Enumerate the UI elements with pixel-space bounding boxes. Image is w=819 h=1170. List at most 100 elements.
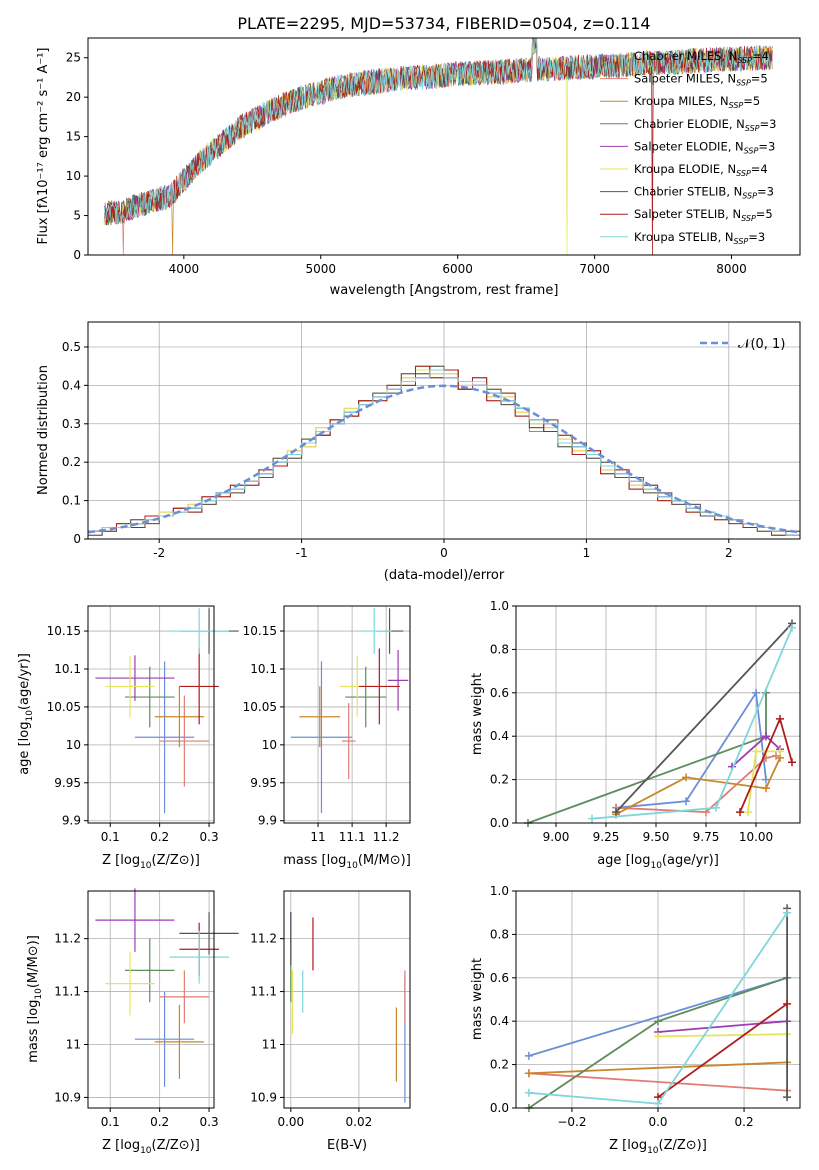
- y-tick-label: 10.05: [243, 700, 277, 714]
- plus-marker: [783, 999, 792, 1008]
- y-tick-label: 0.4: [490, 1014, 509, 1028]
- residuals-panel: -2 -1 0 1 2 0 0.1 0.2 0.3 0.4 0.5 𝒩(0, 1) (data-mo…: [36, 321, 801, 583]
- x-tick-label: 11.1: [339, 830, 366, 844]
- mass-vs-z-frame: [87, 890, 215, 1109]
- legend-label: Kroupa STELIB, NSSP=3: [634, 230, 765, 246]
- residuals-ylabel: Normed distribution: [36, 365, 51, 495]
- plus-marker: [752, 747, 760, 756]
- y-tick-label: 1.0: [490, 884, 509, 898]
- legend-label: Salpeter STELIB, NSSP=5: [634, 207, 773, 223]
- x-tick-label: 0.00: [277, 1115, 304, 1129]
- x-tick-label: 0.02: [346, 1115, 373, 1129]
- plus-marker: [612, 808, 620, 817]
- x-tick-label: 7000: [579, 262, 610, 276]
- plus-marker: [783, 908, 792, 917]
- y-tick-label: 10.15: [243, 624, 277, 638]
- plus-marker: [762, 784, 770, 793]
- plus-marker: [654, 1032, 662, 1041]
- x-tick-label: 8000: [716, 262, 747, 276]
- mass-vs-ebv-frame: [283, 890, 411, 1109]
- y-tick-label: 0: [73, 532, 81, 546]
- plus-marker: [783, 1093, 792, 1102]
- legend-label: Chabrier ELODIE, NSSP=3: [634, 117, 776, 133]
- y-tick-label: 11: [66, 1037, 81, 1051]
- spectrum-legend: Chabrier MILES, NSSP=4 Salpeter MILES, NS…: [600, 49, 776, 246]
- spectrum-panel: 4000 5000 6000 7000 8000 0 5 10 15 20 25 Chabrier …: [36, 37, 801, 298]
- residual-histogram: [87, 365, 801, 539]
- age-vs-z-panel: 0.1 0.2 0.3 9.9 9.95 10 10.05 10.1 10.15 Z [log1…: [17, 605, 239, 871]
- mass-weight-vs-z-ylabel: mass weight: [470, 958, 485, 1040]
- y-tick-label: 11.2: [54, 932, 81, 946]
- gaussian-legend-label: 𝒩(0, 1): [738, 337, 785, 352]
- y-tick-label: 0.6: [490, 686, 509, 700]
- legend-label: Salpeter ELODIE, NSSP=3: [634, 139, 775, 155]
- y-tick-label: 15: [66, 130, 81, 144]
- x-tick-label: 0.3: [200, 830, 219, 844]
- plus-marker: [762, 732, 770, 741]
- y-tick-label: 10.1: [54, 662, 81, 676]
- age-vs-mass-frame: [283, 605, 411, 824]
- age-vs-z-xlabel: Z [log10(Z/Z⊙)]: [102, 853, 200, 871]
- spectrum-series-line: [104, 37, 773, 256]
- mass-weight-series-line: [657, 1003, 788, 1098]
- x-tick-label: 0.2: [150, 830, 169, 844]
- y-tick-label: 10.05: [47, 700, 81, 714]
- x-tick-label: 2: [725, 546, 733, 560]
- x-tick-label: 5000: [305, 262, 336, 276]
- plus-marker: [682, 773, 690, 782]
- y-tick-label: 0.3: [62, 417, 81, 431]
- y-tick-label: 25: [66, 51, 81, 65]
- y-tick-label: 11.1: [250, 985, 277, 999]
- plus-marker: [654, 1017, 662, 1026]
- mass-weight-series-line: [615, 690, 767, 809]
- mass-vs-z-xlabel: Z [log10(Z/Z⊙)]: [102, 1138, 200, 1156]
- mass-weight-vs-age-frame: [515, 605, 801, 824]
- x-tick-label: 10.00: [739, 830, 773, 844]
- mass-weight-series-line: [528, 976, 788, 1057]
- plus-marker: [588, 814, 596, 823]
- spectrum-xlabel: wavelength [Angstrom, rest frame]: [330, 283, 559, 298]
- y-tick-label: 0.4: [62, 378, 81, 392]
- x-tick-label: −0.2: [557, 1115, 586, 1129]
- mass-vs-ebv-xlabel: E(B-V): [327, 1138, 367, 1153]
- plus-marker: [654, 1099, 662, 1108]
- plus-marker: [776, 747, 784, 756]
- x-tick-label: 4000: [169, 262, 200, 276]
- y-tick-label: 0.0: [490, 816, 509, 830]
- mass-weight-series-line: [657, 1020, 788, 1033]
- spectrum-series-line: [104, 38, 773, 225]
- y-tick-label: 10.1: [250, 662, 277, 676]
- x-tick-label: 9.50: [643, 830, 670, 844]
- y-tick-label: 10.15: [47, 624, 81, 638]
- plus-marker: [682, 797, 690, 806]
- x-tick-label: 6000: [442, 262, 473, 276]
- mass-weight-vs-z-panel: −0.2 0.0 0.2 0.0 0.2 0.4 0.6 0.8 1.0 Z [log10(Z/…: [470, 884, 801, 1156]
- y-tick-label: 11.2: [250, 932, 277, 946]
- legend-label: Kroupa MILES, NSSP=5: [634, 94, 760, 110]
- y-tick-label: 9.9: [62, 814, 81, 828]
- y-tick-label: 0.1: [62, 494, 81, 508]
- y-tick-label: 10: [66, 738, 81, 752]
- x-tick-label: 0: [440, 546, 448, 560]
- x-tick-label: 1: [583, 546, 591, 560]
- residuals-xlabel: (data-model)/error: [384, 568, 505, 583]
- y-tick-label: 10: [262, 738, 277, 752]
- mass-vs-z-ylabel: mass [log10(M/M⊙)]: [26, 935, 44, 1063]
- mass-weight-series-line: [528, 1061, 788, 1075]
- y-tick-label: 11.1: [54, 985, 81, 999]
- spectrum-frame: [87, 37, 801, 256]
- gaussian-curve: [87, 384, 801, 534]
- mass-weight-vs-age-ylabel: mass weight: [470, 673, 485, 755]
- spectrum-ylabel: Flux [fλ10⁻¹⁷ erg cm⁻² s⁻¹ A⁻¹]: [36, 48, 51, 245]
- plus-marker: [736, 808, 744, 817]
- x-tick-label: 0.1: [101, 830, 120, 844]
- x-tick-label: 9.25: [593, 830, 620, 844]
- x-tick-label: 11.2: [373, 830, 400, 844]
- plus-marker: [524, 1069, 533, 1078]
- y-tick-label: 0.8: [490, 927, 509, 941]
- y-tick-label: 0.8: [490, 642, 509, 656]
- mass-weight-vs-z-frame: [515, 890, 801, 1109]
- x-tick-label: 9.75: [693, 830, 720, 844]
